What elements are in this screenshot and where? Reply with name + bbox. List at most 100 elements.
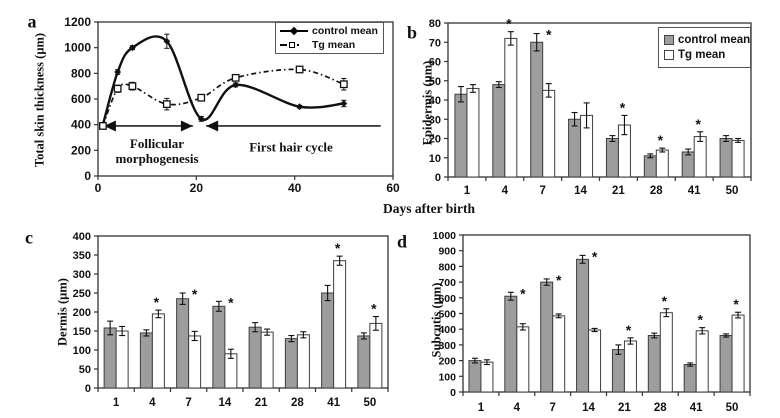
x-tick-label: 60: [386, 181, 400, 195]
x-tick-label: 40: [288, 181, 302, 195]
y-tick-label: 1000: [433, 230, 457, 242]
legend-panel-b: control mean Tg mean: [658, 27, 751, 68]
bar-control-day-21: [611, 349, 625, 393]
bar-tg-day-28: [296, 334, 310, 389]
bar-tg-day-14: [588, 329, 602, 393]
panel-b-y-axis-title: Epidermis (µm): [420, 60, 435, 146]
bar-tg-day-14: [224, 353, 238, 389]
y-tick-label: 350: [73, 250, 91, 262]
bar-tg-day-7: [552, 315, 566, 393]
significance-asterisk: *: [335, 240, 341, 256]
x-category-label: 50: [726, 185, 739, 197]
legend-row-control: control mean: [280, 25, 379, 37]
bar-control-day-28: [647, 334, 661, 393]
y-tick-label: 70: [429, 37, 441, 49]
significance-asterisk: *: [620, 99, 626, 115]
bar-control-day-4: [504, 295, 518, 393]
y-tick-label: 0: [435, 172, 441, 184]
bar-tg-day-50: [731, 139, 745, 178]
significance-asterisk: *: [658, 132, 664, 148]
y-tick-label: 60: [429, 57, 441, 69]
legend-label-control: control mean: [312, 25, 378, 37]
bar-control-day-4: [139, 332, 153, 389]
arrowhead-left-icon: [206, 120, 219, 132]
x-category-label: 28: [650, 185, 663, 197]
y-tick-label: 900: [438, 246, 456, 258]
y-tick-label: 0: [85, 383, 91, 395]
bar-control-day-7: [176, 298, 190, 389]
y-tick-label: 200: [73, 307, 91, 319]
significance-asterisk: *: [192, 286, 198, 302]
y-tick-label: 300: [73, 269, 91, 281]
x-category-label: 4: [514, 402, 521, 414]
significance-asterisk: *: [662, 293, 668, 309]
y-tick-label: 40: [429, 95, 441, 107]
line-series-control: [101, 35, 344, 125]
legend-row-tg: Tg mean: [280, 39, 379, 51]
y-tick-label: 100: [73, 345, 91, 357]
data-marker-diamond: [129, 44, 136, 52]
x-category-label: 28: [654, 402, 667, 414]
x-category-label: 41: [690, 402, 703, 414]
y-tick-label: 300: [438, 340, 456, 352]
data-marker-open-square: [231, 73, 240, 82]
significance-asterisk: *: [154, 294, 160, 310]
x-category-label: 14: [574, 185, 587, 197]
x-category-label: 7: [185, 397, 191, 409]
legend-panel-a: control mean Tg mean: [275, 22, 384, 54]
bar-control-day-1: [454, 93, 468, 178]
y-tick-label: 1200: [64, 15, 91, 29]
data-marker-open-square: [339, 80, 348, 89]
y-tick-label: 600: [71, 92, 91, 106]
x-category-label: 41: [327, 397, 340, 409]
data-marker-diamond: [296, 103, 303, 111]
bar-control-day-1: [103, 327, 117, 389]
bar-tg-day-1: [466, 87, 480, 178]
data-marker-diamond: [340, 100, 348, 107]
bar-control-day-14: [212, 305, 226, 389]
data-marker-open-square: [128, 82, 137, 91]
legend-label-tg: Tg mean: [678, 49, 726, 61]
panel-c-y-axis-title: Dermis (µm): [55, 278, 70, 346]
significance-asterisk: *: [520, 285, 526, 301]
y-tick-label: 0: [450, 387, 456, 399]
significance-asterisk: *: [556, 272, 562, 288]
bar-tg-day-1: [480, 361, 494, 393]
bar-control-day-41: [321, 292, 335, 389]
bar-tg-day-4: [516, 326, 530, 393]
y-tick-label: 20: [429, 134, 441, 146]
y-tick-label: 600: [438, 293, 456, 305]
x-category-label: 4: [149, 397, 156, 409]
y-tick-label: 200: [71, 143, 91, 157]
bar-tg-day-4: [151, 313, 165, 389]
bar-tg-day-4: [504, 37, 518, 178]
dashed-line-marker-icon: [280, 42, 308, 48]
x-category-label: 50: [726, 402, 739, 414]
significance-asterisk: *: [697, 312, 703, 328]
y-tick-label: 150: [73, 326, 91, 338]
phase-label-follicular-morphogenesis: Follicular morphogenesis: [115, 136, 199, 166]
y-tick-label: 10: [429, 153, 441, 165]
y-tick-label: 1000: [64, 41, 91, 55]
data-marker-diamond: [232, 81, 240, 89]
significance-asterisk: *: [546, 27, 552, 43]
arrowhead-left-icon: [103, 120, 116, 132]
significance-asterisk: *: [626, 322, 632, 338]
x-axis-label: Days after birth: [383, 201, 475, 216]
x-category-label: 4: [502, 185, 509, 197]
bar-control-day-50: [719, 334, 733, 393]
bar-control-day-14: [568, 118, 582, 178]
line-series-tg: [102, 68, 345, 127]
y-tick-label: 30: [429, 114, 441, 126]
x-category-label: 1: [464, 185, 471, 197]
bar-control-day-28: [284, 338, 298, 389]
y-tick-label: 200: [438, 356, 456, 368]
x-category-label: 7: [539, 185, 545, 197]
bar-tg-day-28: [659, 312, 673, 393]
data-marker-diamond: [114, 68, 122, 76]
x-category-label: 41: [688, 185, 701, 197]
data-marker-open-square: [197, 93, 206, 102]
x-category-label: 14: [218, 397, 231, 409]
bar-control-day-1: [468, 360, 482, 393]
x-category-label: 50: [363, 397, 376, 409]
